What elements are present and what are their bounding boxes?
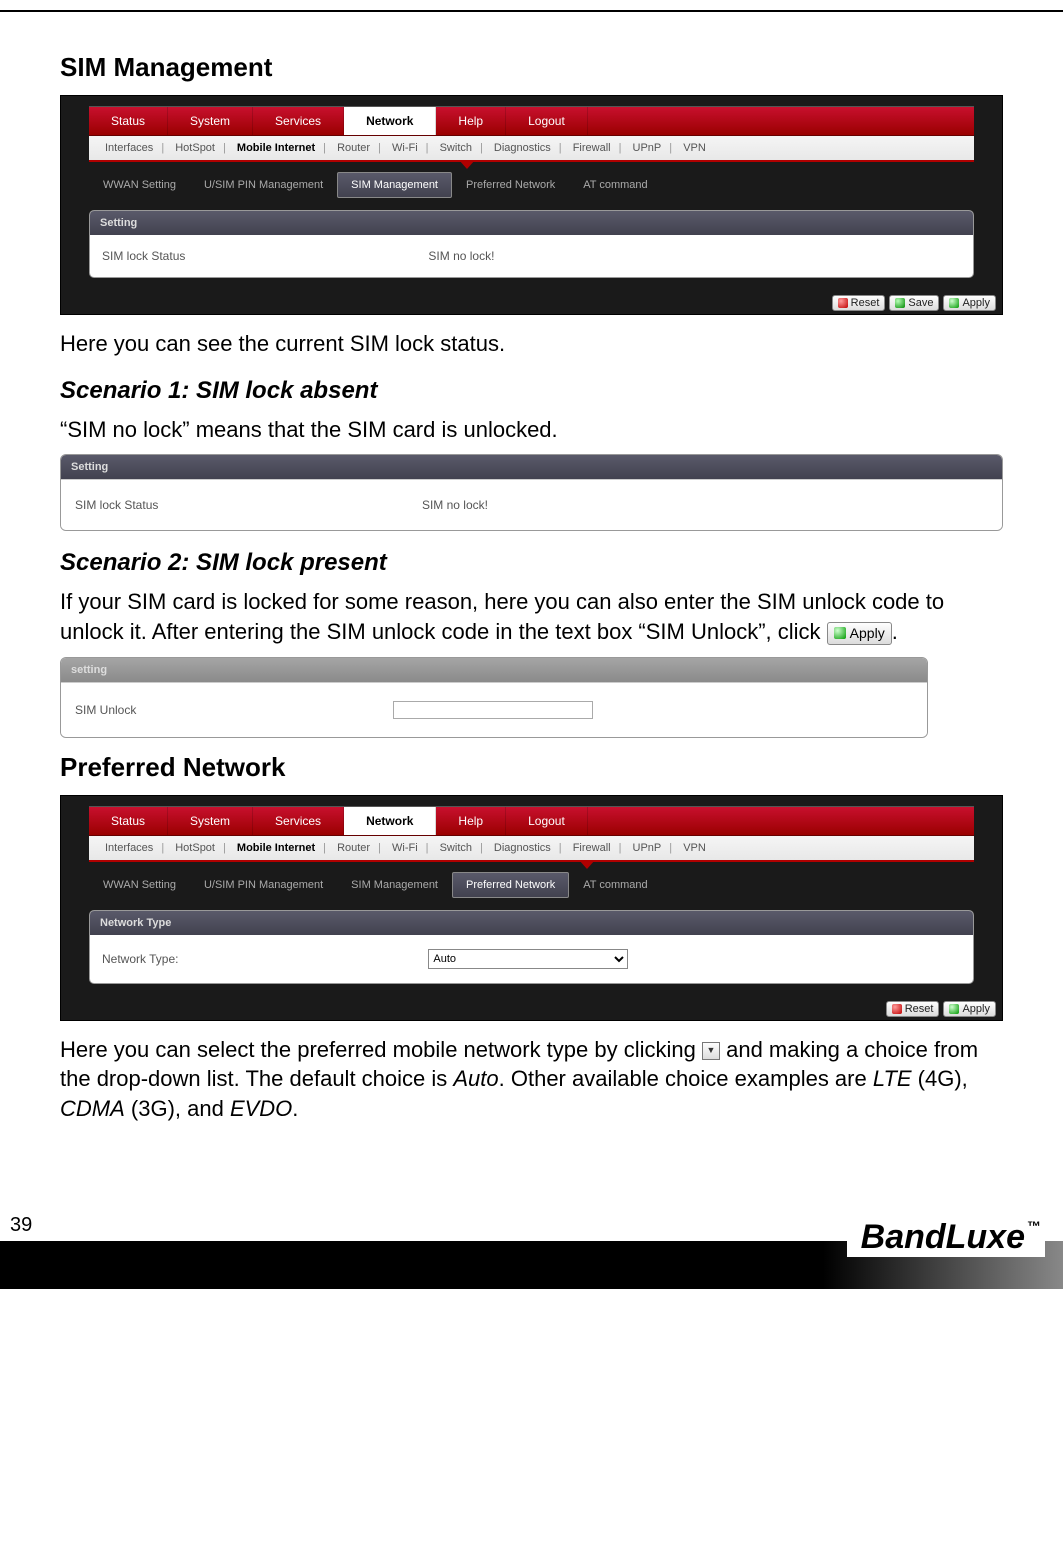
subnav-wifi[interactable]: Wi-Fi [386, 842, 424, 854]
reset-button[interactable]: Reset [832, 295, 886, 311]
subnav-switch[interactable]: Switch [434, 842, 478, 854]
tab-services[interactable]: Services [253, 107, 344, 135]
reset-icon [892, 1004, 902, 1014]
page-footer: 39 BandLuxe™ [0, 1214, 1063, 1289]
dark-nav: WWAN Setting U/SIM PIN Management SIM Ma… [89, 872, 974, 898]
router-screenshot-preferred: Status System Services Network Help Logo… [60, 795, 1003, 1021]
tab-system[interactable]: System [168, 807, 253, 835]
subnav-interfaces[interactable]: Interfaces [99, 842, 159, 854]
sim-intro-text: Here you can see the current SIM lock st… [60, 329, 1003, 359]
active-caret-icon [459, 160, 475, 169]
tab-logout[interactable]: Logout [506, 807, 588, 835]
subnav-switch[interactable]: Switch [434, 142, 478, 154]
router-screenshot-sim: Status System Services Network Help Logo… [60, 95, 1003, 315]
tab-help[interactable]: Help [436, 807, 506, 835]
active-caret-icon [579, 860, 595, 869]
main-tabs: Status System Services Network Help Logo… [89, 106, 974, 136]
network-type-select[interactable]: Auto [428, 949, 628, 969]
sub-nav: Interfaces| HotSpot| Mobile Internet| Ro… [89, 836, 974, 862]
preferred-network-text: Here you can select the preferred mobile… [60, 1035, 1003, 1124]
panel-head: setting [61, 658, 927, 682]
reset-icon [838, 298, 848, 308]
tab-services[interactable]: Services [253, 807, 344, 835]
footer-buttons: Reset Save Apply [61, 292, 1002, 314]
apply-icon [949, 298, 959, 308]
darknav-wwan[interactable]: WWAN Setting [89, 172, 190, 198]
darknav-sim-mgmt[interactable]: SIM Management [337, 172, 452, 198]
apply-button[interactable]: Apply [943, 1001, 996, 1017]
subnav-diagnostics[interactable]: Diagnostics [488, 842, 557, 854]
darknav-pin[interactable]: U/SIM PIN Management [190, 172, 337, 198]
sim-lock-status-label: SIM lock Status [102, 249, 428, 263]
save-icon [895, 298, 905, 308]
setting-panel: Setting SIM lock Status SIM no lock! [89, 210, 974, 278]
darknav-wwan[interactable]: WWAN Setting [89, 872, 190, 898]
apply-button[interactable]: Apply [943, 295, 996, 311]
subnav-wifi[interactable]: Wi-Fi [386, 142, 424, 154]
tab-help[interactable]: Help [436, 107, 506, 135]
network-type-label: Network Type: [102, 952, 428, 966]
heading-preferred-network: Preferred Network [60, 752, 1003, 783]
subnav-upnp[interactable]: UPnP [627, 142, 668, 154]
scenario-1-text: “SIM no lock” means that the SIM card is… [60, 415, 1003, 445]
subnav-firewall[interactable]: Firewall [567, 842, 617, 854]
apply-button-inline: Apply [827, 622, 892, 645]
darknav-sim-mgmt[interactable]: SIM Management [337, 872, 452, 898]
sim-lock-status-value: SIM no lock! [428, 249, 961, 263]
tab-status[interactable]: Status [89, 107, 168, 135]
heading-scenario-1: Scenario 1: SIM lock absent [60, 377, 1003, 405]
darknav-pin[interactable]: U/SIM PIN Management [190, 872, 337, 898]
panel-head: Setting [90, 211, 973, 235]
tab-network[interactable]: Network [344, 107, 436, 135]
save-button[interactable]: Save [889, 295, 939, 311]
scenario1-panel: Setting SIM lock Status SIM no lock! [60, 454, 1003, 531]
footer-buttons: Reset Apply [61, 998, 1002, 1020]
sim-lock-status-value: SIM no lock! [422, 498, 988, 512]
apply-icon [949, 1004, 959, 1014]
dropdown-arrow-icon: ▼ [702, 1042, 720, 1060]
dark-nav: WWAN Setting U/SIM PIN Management SIM Ma… [89, 172, 974, 198]
scenario2-panel: setting SIM Unlock [60, 657, 928, 738]
scenario-2-text: If your SIM card is locked for some reas… [60, 587, 1003, 646]
subnav-mobile-internet[interactable]: Mobile Internet [231, 842, 321, 854]
subnav-router[interactable]: Router [331, 842, 376, 854]
subnav-mobile-internet[interactable]: Mobile Internet [231, 142, 321, 154]
panel-head: Setting [61, 455, 1002, 479]
main-tabs: Status System Services Network Help Logo… [89, 806, 974, 836]
sim-unlock-input[interactable] [393, 701, 593, 719]
subnav-upnp[interactable]: UPnP [627, 842, 668, 854]
subnav-vpn[interactable]: VPN [677, 842, 712, 854]
tab-logout[interactable]: Logout [506, 107, 588, 135]
panel-head: Network Type [90, 911, 973, 935]
tab-status[interactable]: Status [89, 807, 168, 835]
darknav-preferred[interactable]: Preferred Network [452, 172, 569, 198]
darknav-at[interactable]: AT command [569, 872, 661, 898]
network-type-panel: Network Type Network Type: Auto [89, 910, 974, 984]
darknav-at[interactable]: AT command [569, 172, 661, 198]
heading-sim-management: SIM Management [60, 52, 1003, 83]
tab-network[interactable]: Network [344, 807, 436, 835]
sub-nav: Interfaces| HotSpot| Mobile Internet| Ro… [89, 136, 974, 162]
subnav-router[interactable]: Router [331, 142, 376, 154]
subnav-interfaces[interactable]: Interfaces [99, 142, 159, 154]
tab-system[interactable]: System [168, 107, 253, 135]
reset-button[interactable]: Reset [886, 1001, 940, 1017]
subnav-hotspot[interactable]: HotSpot [169, 842, 221, 854]
apply-icon [834, 627, 846, 639]
brand-logo: BandLuxe™ [847, 1235, 1045, 1257]
subnav-diagnostics[interactable]: Diagnostics [488, 142, 557, 154]
sim-unlock-label: SIM Unlock [75, 703, 393, 717]
heading-scenario-2: Scenario 2: SIM lock present [60, 549, 1003, 577]
subnav-vpn[interactable]: VPN [677, 142, 712, 154]
subnav-firewall[interactable]: Firewall [567, 142, 617, 154]
subnav-hotspot[interactable]: HotSpot [169, 142, 221, 154]
darknav-preferred[interactable]: Preferred Network [452, 872, 569, 898]
sim-lock-status-label: SIM lock Status [75, 498, 422, 512]
